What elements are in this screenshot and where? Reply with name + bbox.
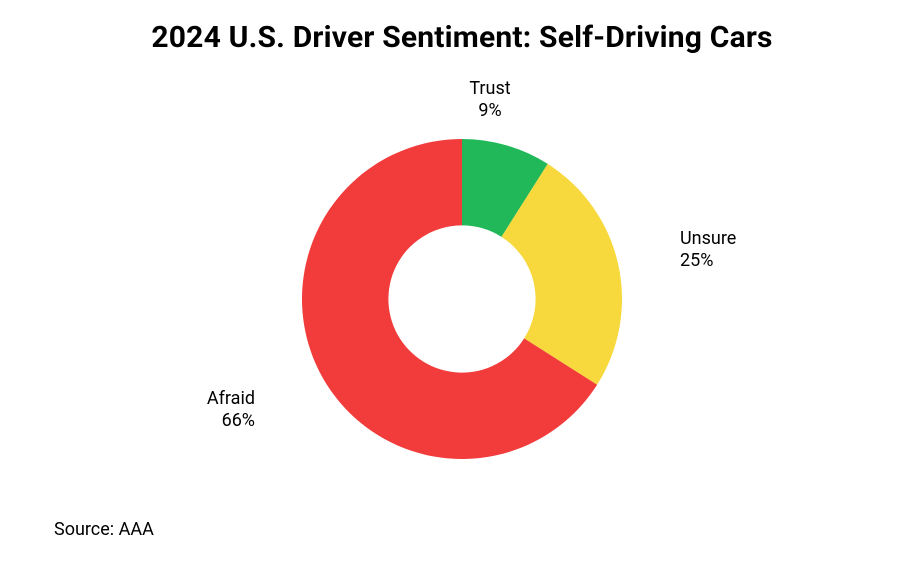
slice-label-name: Trust	[469, 78, 510, 99]
chart-container: 2024 U.S. Driver Sentiment: Self-Driving…	[0, 0, 924, 570]
source-label: Source: AAA	[54, 519, 154, 540]
chart-title: 2024 U.S. Driver Sentiment: Self-Driving…	[0, 20, 924, 55]
slice-label-pct: 66%	[222, 410, 255, 431]
chart-area: Trust9% Unsure25% Afraid66%	[0, 74, 924, 510]
slice-label-afraid: Afraid66%	[207, 388, 255, 431]
slice-label-unsure: Unsure25%	[680, 228, 736, 271]
slice-label-pct: 25%	[680, 250, 713, 271]
slice-label-name: Afraid	[207, 388, 255, 409]
slice-label-trust: Trust9%	[469, 78, 510, 121]
slice-label-name: Unsure	[680, 228, 736, 249]
slice-label-pct: 9%	[478, 100, 501, 121]
donut-chart: Trust9% Unsure25% Afraid66%	[0, 74, 924, 514]
